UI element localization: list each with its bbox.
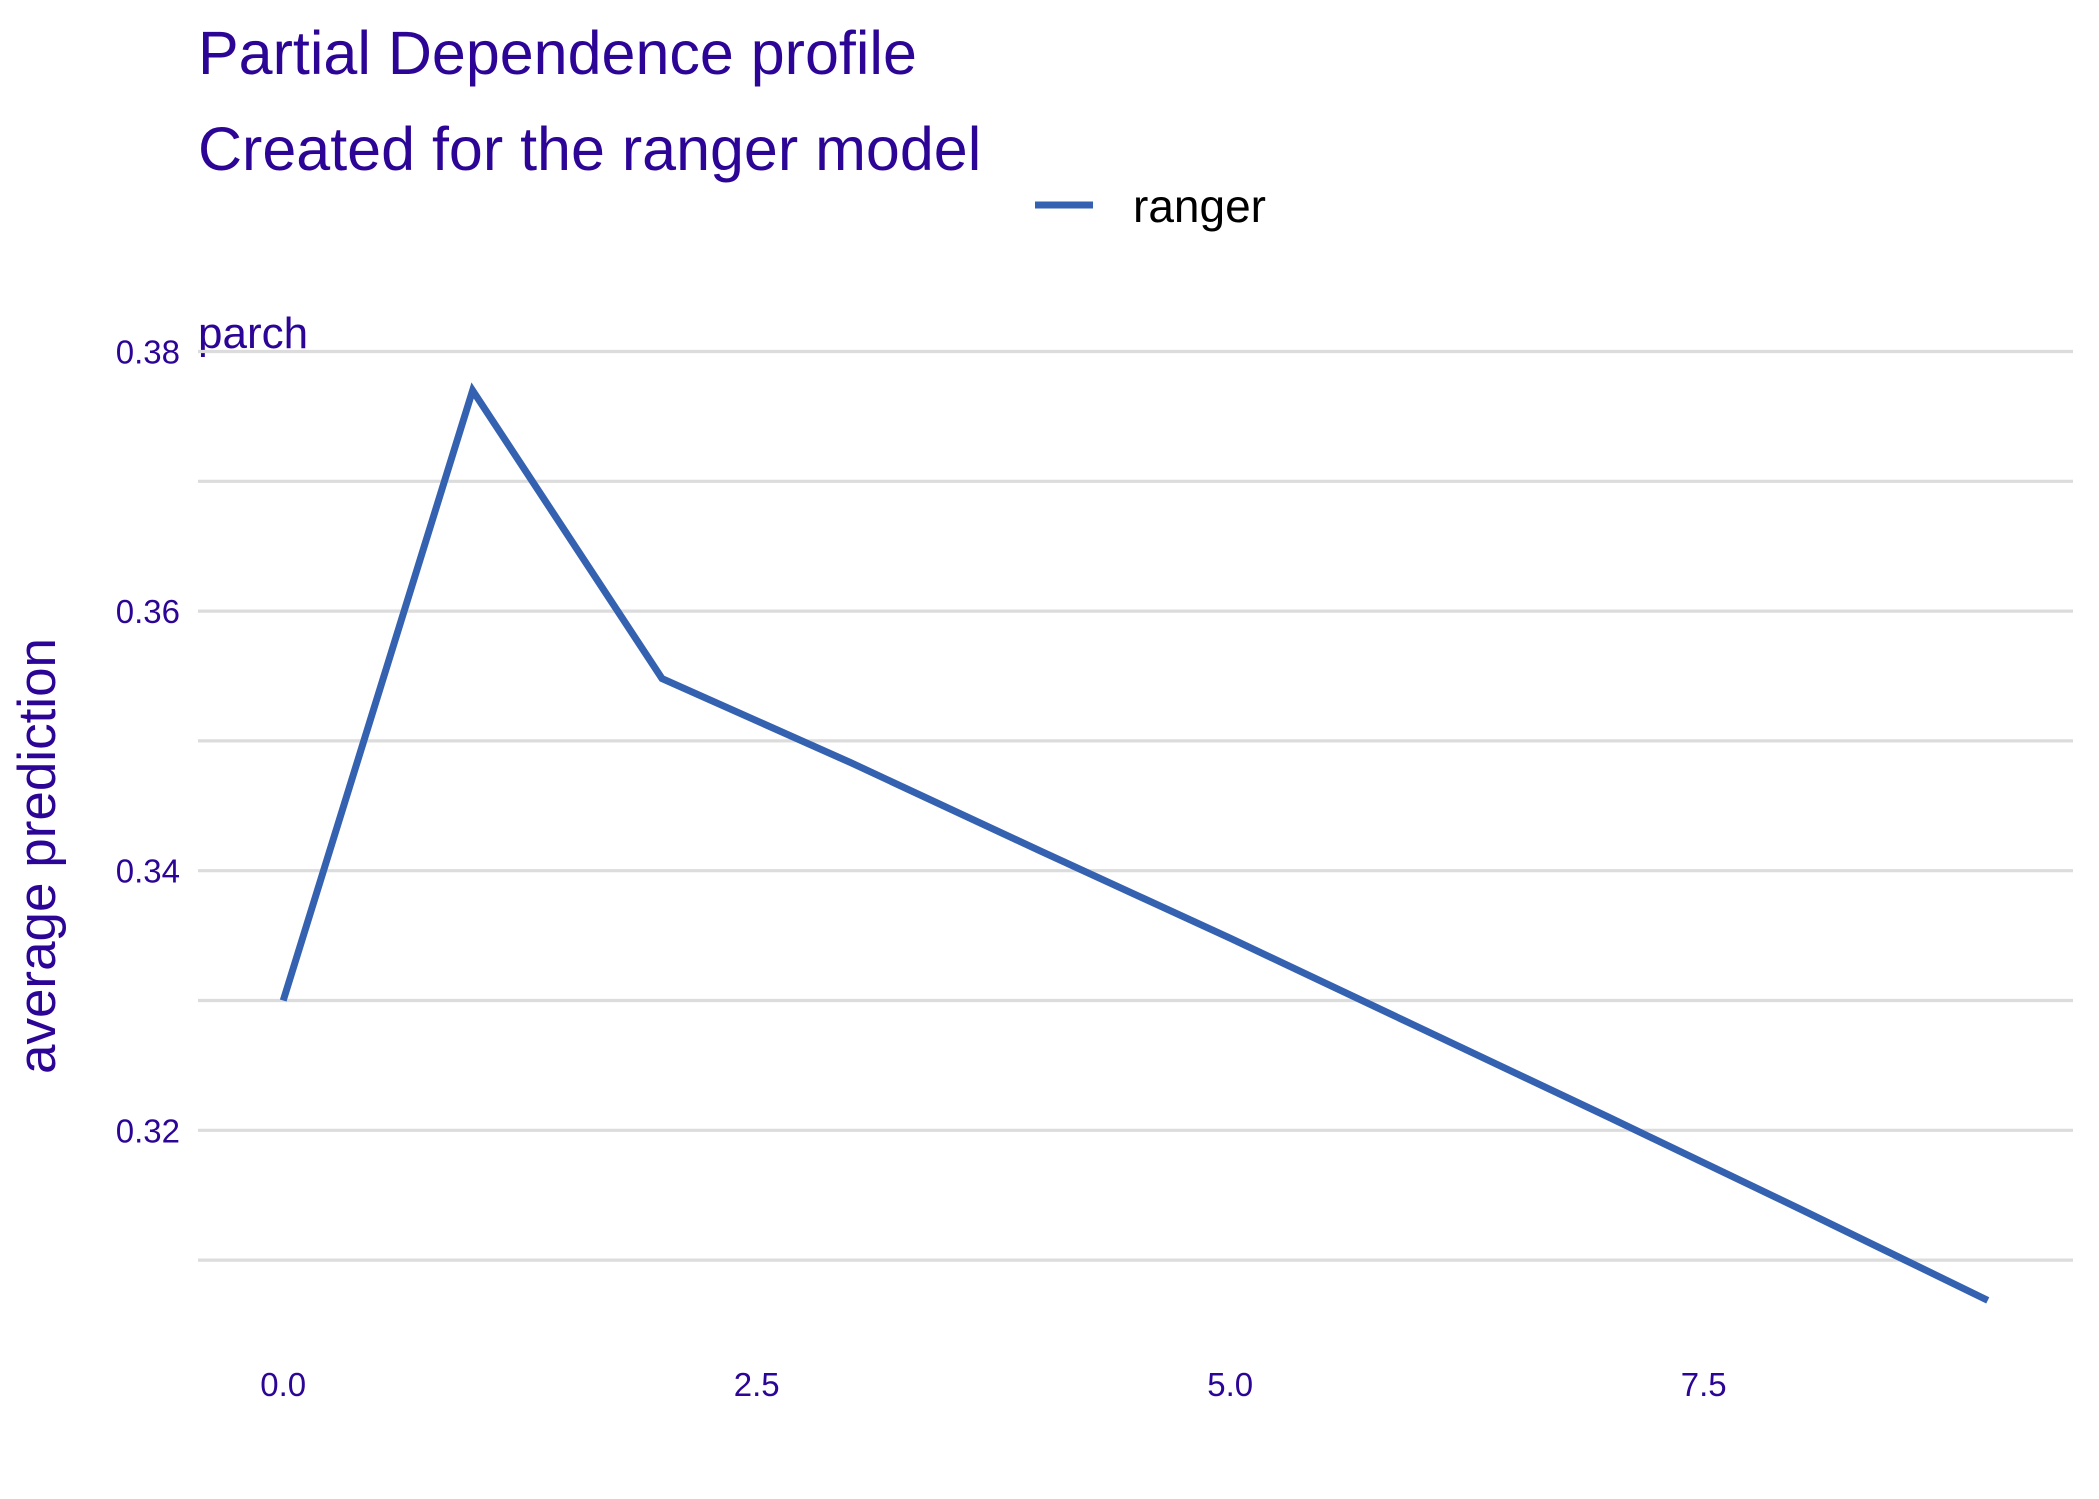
series-line-ranger [279, 382, 1990, 1304]
plot-series [279, 382, 1990, 1304]
x-tick-label: 0.0 [260, 1366, 306, 1403]
y-tick-label: 0.34 [116, 853, 180, 890]
chart-title: Partial Dependence profile [198, 19, 917, 87]
y-tick-label: 0.32 [116, 1112, 180, 1149]
legend: ranger [1035, 180, 1266, 232]
y-axis-ticks: 0.32 0.34 0.36 0.38 [116, 333, 180, 1149]
x-axis-ticks: 0.0 2.5 5.0 7.5 [260, 1366, 1726, 1403]
y-tick-label: 0.38 [116, 333, 180, 370]
x-tick-label: 7.5 [1681, 1366, 1727, 1403]
x-tick-label: 5.0 [1207, 1366, 1253, 1403]
legend-label-ranger: ranger [1133, 180, 1266, 232]
x-tick-label: 2.5 [734, 1366, 780, 1403]
panel-label: parch [198, 309, 308, 358]
chart-subtitle: Created for the ranger model [198, 115, 981, 183]
y-axis-label: average prediction [8, 638, 67, 1074]
y-tick-label: 0.36 [116, 593, 180, 630]
grid [198, 349, 2073, 1262]
